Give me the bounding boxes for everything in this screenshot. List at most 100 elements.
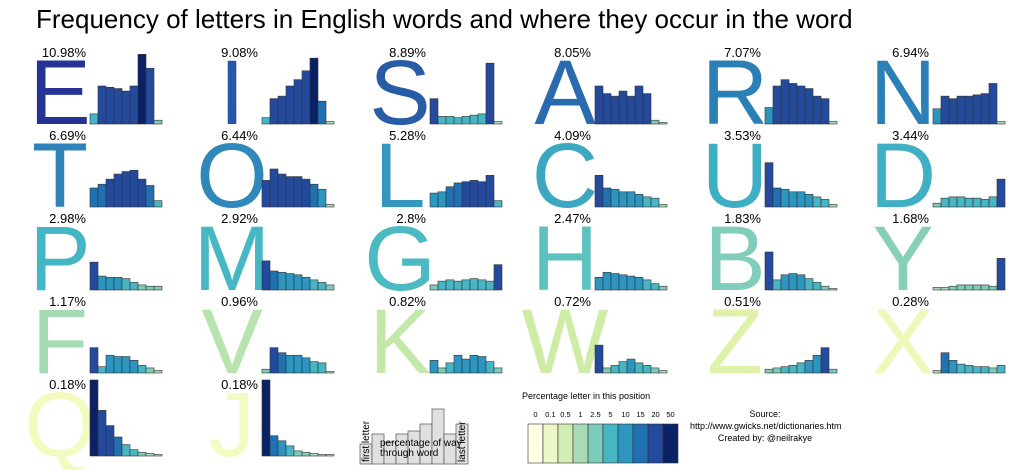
bar-g-2 — [437, 280, 447, 291]
bar-a-4 — [618, 90, 628, 125]
bar-k-2 — [437, 367, 447, 374]
legend-tick-8: 15 — [636, 410, 644, 419]
bar-m-4 — [285, 273, 295, 291]
legend-tick-1: 0 — [533, 410, 537, 419]
bar-j-7 — [309, 453, 319, 457]
bar-p-2 — [97, 275, 107, 291]
bar-t-4 — [113, 173, 123, 208]
bar-h-1 — [594, 277, 604, 291]
bar-m-9 — [325, 284, 335, 291]
bar-w-3 — [610, 365, 620, 374]
credit-text: Created by: @neilrakye — [717, 433, 813, 443]
bar-h-6 — [634, 277, 644, 291]
letter-k: K — [369, 291, 430, 393]
bar-g-3 — [445, 279, 455, 291]
bar-z-8 — [820, 347, 830, 374]
bar-u-3 — [780, 188, 790, 208]
bar-q-2 — [97, 410, 107, 457]
bar-s-1 — [429, 98, 439, 125]
percentage-label-k: 0.82% — [389, 294, 426, 309]
bar-y-2 — [940, 287, 950, 291]
legend-tick-3: 0.5 — [560, 410, 570, 419]
bar-t-7 — [137, 178, 147, 208]
legend-swatch-2 — [542, 423, 559, 464]
bar-b-2 — [772, 279, 782, 291]
bar-e-3 — [105, 86, 115, 125]
bar-t-2 — [97, 183, 107, 208]
bar-e-1 — [89, 113, 99, 125]
source-note: Source: http://www.gwicks.net/dictionari… — [690, 408, 842, 444]
bar-w-1 — [594, 344, 604, 374]
bar-t-5 — [121, 171, 131, 208]
bar-v-2 — [269, 347, 279, 374]
bar-j-6 — [301, 451, 311, 457]
bar-c-4 — [618, 191, 628, 208]
letter-z: Z — [707, 291, 763, 393]
bar-f-9 — [153, 370, 163, 374]
bar-w-2 — [602, 367, 612, 374]
key-middle-label-2: through word — [380, 448, 438, 459]
legend-swatch-1 — [527, 423, 544, 464]
bar-c-2 — [602, 187, 612, 208]
bar-s-8 — [485, 62, 495, 125]
bar-d-7 — [980, 199, 990, 208]
letter-h: H — [532, 208, 598, 310]
bar-p-8 — [145, 285, 155, 291]
bar-i-3 — [277, 95, 287, 125]
bar-m-7 — [309, 279, 319, 291]
percentage-label-u: 3.53% — [724, 128, 761, 143]
legend-tick-2: 0.1 — [545, 410, 555, 419]
bar-i-9 — [325, 121, 335, 125]
bar-i-7 — [309, 57, 319, 125]
bar-u-1 — [764, 162, 774, 208]
bar-g-9 — [493, 264, 503, 291]
letter-i: I — [219, 42, 245, 144]
page-title: Frequency of letters in English words an… — [36, 4, 853, 34]
bar-c-8 — [650, 197, 660, 208]
percentage-label-a: 8.05% — [554, 45, 591, 60]
bar-a-8 — [650, 119, 660, 125]
percentage-label-m: 2.92% — [221, 211, 258, 226]
percentage-label-e: 10.98% — [42, 45, 87, 60]
bar-h-2 — [602, 271, 612, 291]
bar-o-9 — [325, 204, 335, 208]
bar-g-7 — [477, 279, 487, 291]
legend-title: Percentage letter in this position — [522, 391, 650, 401]
bar-u-9 — [828, 204, 838, 208]
bar-t-8 — [145, 185, 155, 208]
bar-z-9 — [828, 368, 838, 374]
bar-b-1 — [764, 251, 774, 291]
bar-s-7 — [477, 113, 487, 125]
legend-swatch-10 — [662, 423, 679, 464]
bar-w-6 — [634, 362, 644, 374]
bar-g-5 — [461, 279, 471, 291]
percentage-label-t: 6.69% — [49, 128, 86, 143]
bar-d-3 — [948, 196, 958, 208]
bar-h-9 — [658, 285, 668, 291]
bar-v-9 — [325, 371, 335, 374]
bar-t-6 — [129, 169, 139, 208]
bar-w-4 — [618, 361, 628, 374]
bar-r-2 — [772, 85, 782, 125]
key-bar-9 — [455, 423, 469, 465]
source-url: http://www.gwicks.net/dictionaries.htm — [690, 421, 842, 431]
bar-q-7 — [137, 451, 147, 457]
percentage-label-z: 0.51% — [724, 294, 761, 309]
bar-f-6 — [129, 360, 139, 374]
bar-x-8 — [988, 367, 998, 374]
bar-i-5 — [293, 79, 303, 125]
bar-q-6 — [129, 449, 139, 457]
bar-l-3 — [445, 186, 455, 208]
bar-f-1 — [89, 347, 99, 374]
letter-e: E — [29, 42, 90, 144]
letter-l: L — [374, 125, 425, 227]
bar-n-6 — [972, 94, 982, 125]
bar-n-7 — [980, 93, 990, 125]
bar-w-9 — [658, 370, 668, 374]
bar-e-6 — [129, 85, 139, 125]
bar-r-6 — [804, 88, 814, 125]
bar-m-3 — [277, 271, 287, 291]
bar-x-7 — [980, 366, 990, 374]
letter-a: A — [534, 42, 596, 144]
bar-e-8 — [145, 67, 155, 125]
